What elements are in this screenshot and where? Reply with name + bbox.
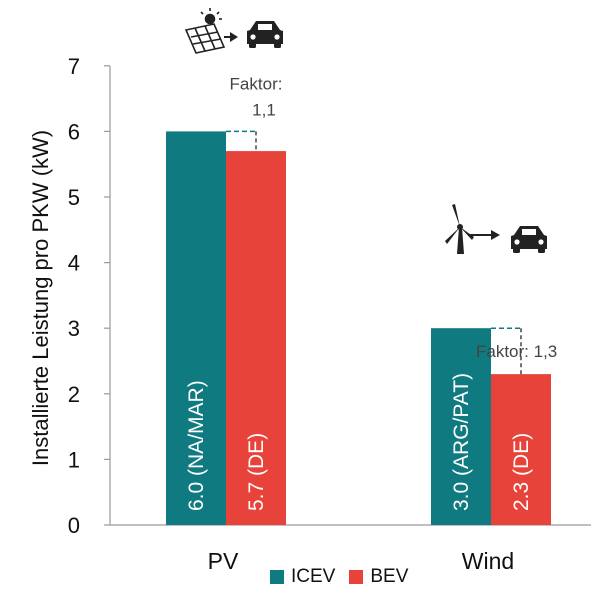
y-tick-label: 4	[68, 251, 80, 276]
bar-value-label: 3.0 (ARG/PAT)	[450, 373, 473, 511]
bar-icev-pv	[166, 131, 226, 525]
arrow-icon	[230, 32, 238, 42]
wind-turbine-icon	[445, 204, 474, 254]
legend-swatch-icev	[270, 570, 284, 584]
y-axis-label: Installierte Leistung pro PKW (kW)	[28, 130, 53, 466]
car-icon	[511, 226, 547, 253]
y-tick-label: 6	[68, 119, 80, 144]
bar-icev-wind	[431, 328, 491, 525]
factor-annotation: 1,1	[252, 100, 276, 119]
y-tick-label: 3	[68, 316, 80, 341]
bar-value-label: 6.0 (NA/MAR)	[185, 380, 208, 511]
solar-panel-to-car-icon	[184, 8, 283, 54]
factor-annotation: Faktor:	[230, 74, 283, 93]
bar-bev-wind	[491, 374, 551, 525]
bar-value-label: 5.7 (DE)	[245, 433, 268, 511]
solar-panel-icon	[184, 8, 226, 54]
bar-value-label: 2.3 (DE)	[510, 433, 533, 511]
x-category-label: PV	[208, 548, 239, 574]
legend-label-icev: ICEV	[291, 566, 336, 587]
factor-annotation: Faktor: 1,3	[476, 342, 557, 361]
legend-swatch-bev	[349, 570, 364, 584]
y-tick-label: 2	[68, 382, 80, 407]
car-icon	[247, 21, 283, 48]
y-tick-label: 5	[68, 185, 80, 210]
y-tick-label: 7	[68, 54, 80, 79]
y-tick-label: 1	[68, 447, 80, 472]
arrow-icon	[491, 230, 500, 240]
legend-label-bev: BEV	[370, 566, 409, 587]
bar-bev-pv	[226, 151, 286, 525]
x-category-label: Wind	[462, 548, 514, 574]
legend-item-bev: BEV	[349, 566, 408, 588]
legend-item-icev: ICEV	[270, 566, 335, 588]
y-tick-label: 0	[68, 513, 80, 538]
legend: ICEV BEV	[270, 566, 422, 588]
wind-turbine-to-car-icon	[445, 204, 547, 254]
